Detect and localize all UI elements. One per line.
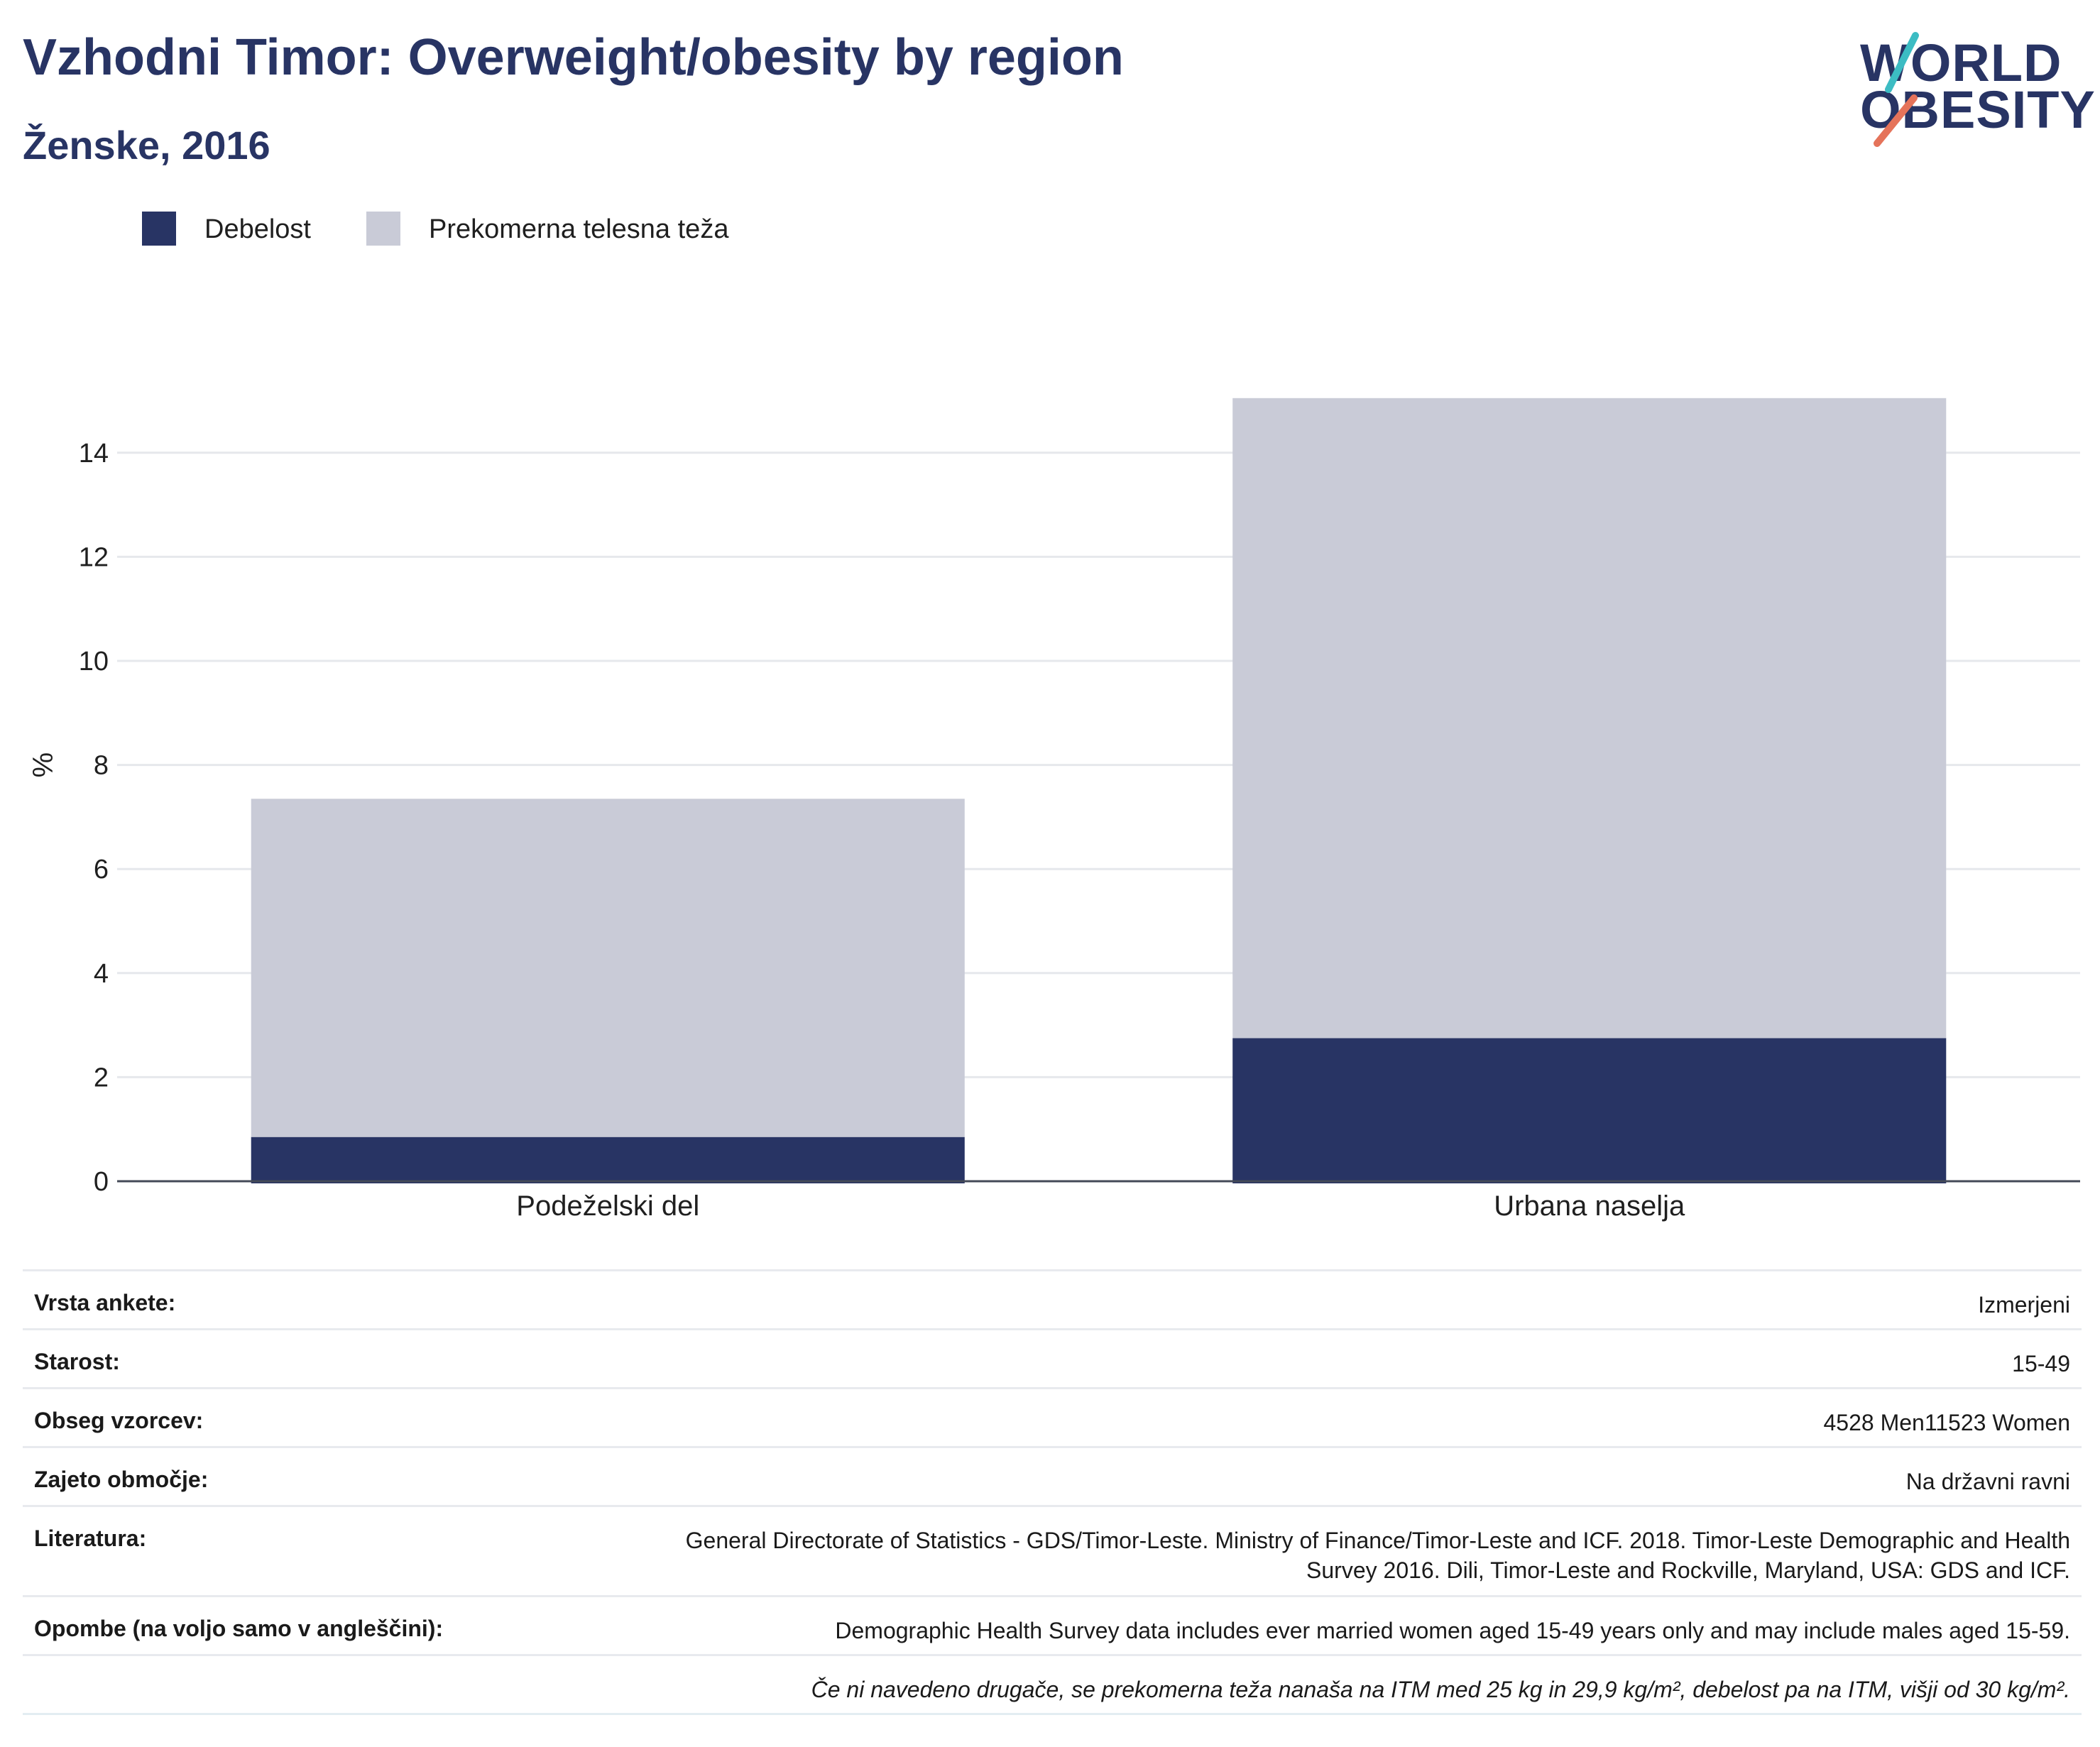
legend-swatch-debelost bbox=[142, 212, 176, 246]
y-tick-label: 8 bbox=[94, 751, 109, 781]
stacked-bar-chart: 0 2 4 6 8 10 12 14% Podeželski del Urbana naselja bbox=[28, 398, 2080, 1222]
info-row-references: Literatura: General Directorate of Stati… bbox=[23, 1505, 2082, 1595]
x-tick-label: Podeželski del bbox=[516, 1190, 699, 1222]
legend-swatch-prekomerna bbox=[366, 212, 400, 246]
info-value: Če ni navedeno drugače, se prekomerna te… bbox=[811, 1677, 2070, 1702]
info-label: Opombe (na voljo samo v angleščini): bbox=[34, 1616, 444, 1641]
y-tick-label: 12 bbox=[79, 542, 109, 572]
info-row-area-covered: Zajeto območje: Na državni ravni bbox=[23, 1446, 2082, 1505]
bar-prekomerna-1 bbox=[1232, 398, 1947, 1039]
legend-label-debelost: Debelost bbox=[204, 214, 311, 244]
info-row-age: Starost: 15-49 bbox=[23, 1328, 2082, 1387]
chart-subtitle: Ženske, 2016 bbox=[23, 123, 270, 168]
info-label: Vrsta ankete: bbox=[34, 1290, 176, 1315]
x-tick-label: Urbana naselja bbox=[1494, 1190, 1685, 1222]
y-tick-label: 4 bbox=[94, 959, 109, 989]
y-tick-label: 14 bbox=[79, 439, 109, 469]
y-axis-label: % bbox=[28, 752, 59, 778]
bar-debelost-0 bbox=[251, 1137, 965, 1183]
info-label: Zajeto območje: bbox=[34, 1467, 209, 1492]
info-label: Obseg vzorcev: bbox=[34, 1408, 204, 1433]
y-tick-label: 0 bbox=[94, 1167, 109, 1197]
info-value: Izmerjeni bbox=[1978, 1292, 2070, 1318]
info-row-survey-type: Vrsta ankete: Izmerjeni bbox=[23, 1269, 2082, 1328]
info-value: Na državni ravni bbox=[1905, 1469, 2070, 1494]
survey-info-table: Vrsta ankete: Izmerjeni Starost: 15-49 O… bbox=[23, 1269, 2082, 1715]
legend-label-prekomerna: Prekomerna telesna teža bbox=[429, 214, 729, 244]
logo-slash-icon bbox=[1874, 32, 1919, 147]
info-value: 15-49 bbox=[2012, 1351, 2070, 1376]
y-tick-label: 2 bbox=[94, 1063, 109, 1092]
y-tick-label: 10 bbox=[79, 647, 109, 677]
info-value: Demographic Health Survey data includes … bbox=[835, 1618, 2070, 1643]
info-value: General Directorate of Statistics - GDS/… bbox=[685, 1528, 2070, 1583]
info-value: 4528 Men11523 Women bbox=[1823, 1410, 2071, 1435]
y-tick-label: 6 bbox=[94, 855, 109, 885]
chart-title: Vzhodni Timor: Overweight/obesity by reg… bbox=[23, 29, 1124, 86]
world-obesity-logo: WORLD OBESITY bbox=[1846, 21, 2095, 149]
bar-prekomerna-0 bbox=[251, 799, 965, 1137]
info-row-definition: Če ni navedeno drugače, se prekomerna te… bbox=[23, 1654, 2082, 1715]
bar-debelost-1 bbox=[1232, 1038, 1947, 1183]
info-label: Literatura: bbox=[34, 1526, 147, 1551]
info-row-sample-size: Obseg vzorcev: 4528 Men11523 Women bbox=[23, 1387, 2082, 1446]
info-label: Starost: bbox=[34, 1349, 120, 1374]
info-row-notes: Opombe (na voljo samo v angleščini): Dem… bbox=[23, 1595, 2082, 1654]
logo-line-2: OBESITY bbox=[1860, 80, 2096, 139]
